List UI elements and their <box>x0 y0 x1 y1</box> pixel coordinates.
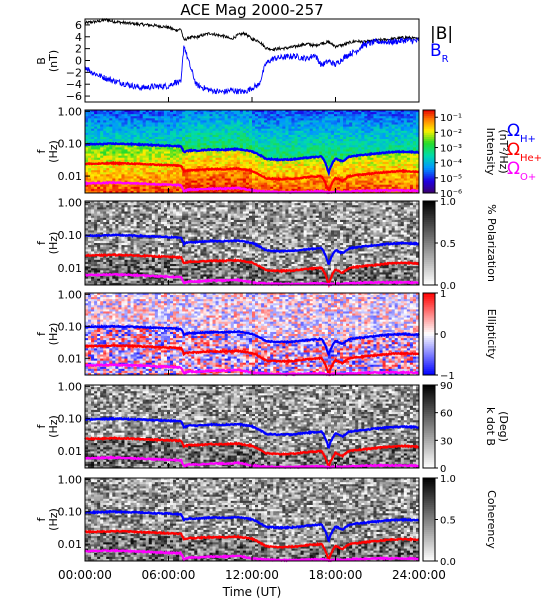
frequency-y-tick-label: 1.00 <box>58 105 83 118</box>
spectrogram-panel-polarization: 1.000.100.01f (Hz)1.00.50.0% Polarization <box>35 196 498 292</box>
colorbar-tick-label: 10⁻⁵ <box>440 174 462 185</box>
frequency-y-unit: (Hz) <box>47 140 60 163</box>
legend-b-r: BR <box>430 41 449 65</box>
frequency-y-tick-label: 0.01 <box>58 170 83 183</box>
colorbar-tick-label: 10⁻³ <box>440 144 462 155</box>
frequency-y-tick-label: 0.10 <box>58 138 83 151</box>
figure-title: ACE Mag 2000-257 <box>180 1 323 19</box>
colorbar-tick-label: 10⁻² <box>440 128 462 139</box>
colorbar-tick-label: 10⁻¹ <box>440 113 462 124</box>
colorbar-label: Intensity <box>484 128 497 176</box>
field-y-tick-label: −6 <box>66 90 82 103</box>
field-y-unit: (nT) <box>47 50 60 72</box>
spectrogram-panel-intensity: 1.000.100.01f (Hz)10⁻¹10⁻²10⁻³10⁻⁴10⁻⁵10⁻… <box>35 105 510 200</box>
colorbar-tick-label: 10⁻⁴ <box>440 159 462 170</box>
